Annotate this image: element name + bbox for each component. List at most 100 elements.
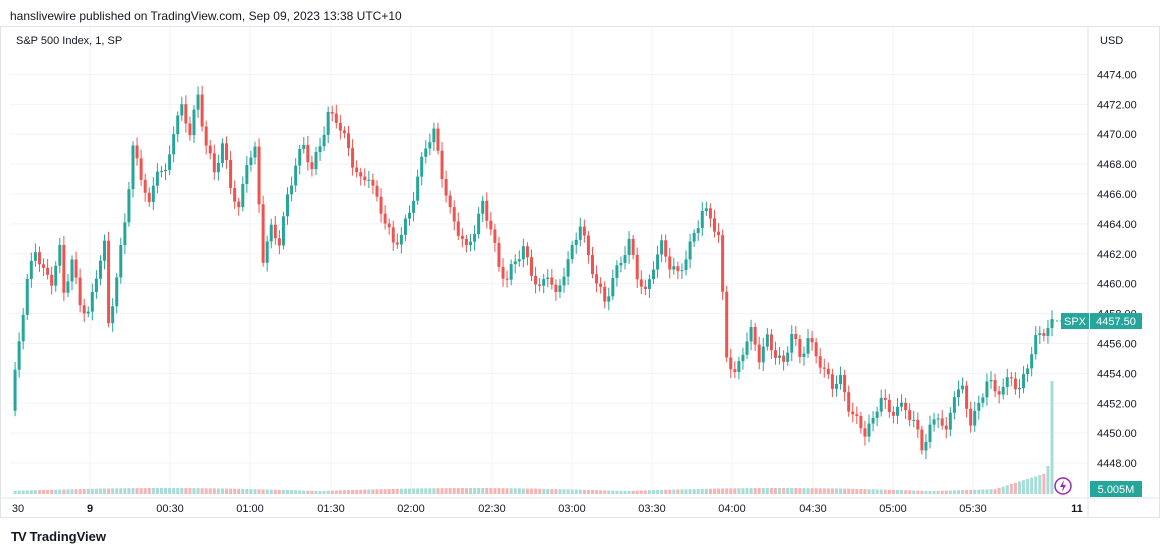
candle-body [619,262,623,266]
volume-bar [188,488,192,494]
candle-body [900,402,904,407]
candle-body [525,246,529,258]
y-tick-label: 4464.00 [1097,219,1137,231]
volume-bar [1022,480,1026,494]
candle-body [1001,386,1005,395]
candle-body [306,144,310,163]
candle-body [172,134,176,155]
volume-bar [273,489,277,494]
volume-bar [595,490,599,494]
volume-bar [269,489,273,494]
candle-body [725,291,729,358]
candle-body [17,341,21,370]
volume-bar [1013,482,1017,494]
candle-body [94,278,98,293]
candle-body [611,277,615,297]
volume-bar [940,490,944,494]
x-tick-label: 00:30 [156,503,184,515]
volume-bar [351,489,355,494]
volume-bar [867,489,871,494]
currency-label[interactable]: USD [1100,35,1124,47]
volume-bar [21,490,25,494]
candle-body [440,150,444,180]
volume-bar [847,488,851,494]
volume-bar [822,488,826,494]
candle-body [326,111,330,135]
volume-bar [887,489,891,494]
volume-bar [1046,466,1050,494]
candle-body [314,152,318,170]
candle-body [867,423,871,437]
volume-bar [489,488,493,494]
candle-body [123,222,127,245]
volume-bar [1017,481,1021,494]
x-tick-label: 01:00 [236,503,264,515]
volume-bar [696,488,700,494]
candle-body [916,419,920,430]
volume-bar [342,490,346,494]
volume-bar [135,488,139,494]
candle-body [721,235,725,292]
candle-body [371,179,375,186]
volume-bar [371,489,375,494]
volume-bar [159,488,163,494]
volume-bar [139,488,143,494]
volume-bar [574,489,578,494]
volume-bar [700,488,704,494]
candle-body [448,195,452,208]
candle-body [460,235,464,239]
candle-body [139,158,143,180]
candle-body [534,275,538,285]
tradingview-logo-icon: TV [11,529,27,544]
volume-bar [521,488,525,494]
candle-body [281,216,285,246]
volume-bar [90,488,94,494]
candle-body [74,259,78,278]
volume-bar [806,488,810,494]
volume-tag: 5.005M [1098,484,1135,496]
volume-bar [643,490,647,494]
y-tick-label: 4448.00 [1097,458,1137,470]
volume-bar [513,488,517,494]
volume-bar [530,488,533,494]
volume-bar [908,490,912,494]
y-tick-label: 4450.00 [1097,428,1137,440]
volume-bar [1030,477,1034,494]
candle-body [107,240,111,324]
volume-bar [912,490,916,494]
candle-body [863,428,867,437]
candle-body [395,242,399,245]
candle-body [871,417,875,424]
volume-bar [216,488,220,494]
x-tick-label: 02:00 [397,503,425,515]
volume-bar [920,490,924,494]
volume-bar [839,488,843,494]
volume-bar [387,489,391,494]
candle-body [286,194,290,217]
volume-bar [883,489,887,494]
candle-body [13,369,17,411]
volume-bar [928,490,932,494]
candle-body [749,327,753,342]
volume-bar [460,488,464,494]
volume-bar [497,488,501,494]
volume-bar [334,490,338,494]
volume-bar [281,489,285,494]
candle-body [595,274,599,284]
candle-body [253,146,257,158]
candle-body [757,344,761,363]
volume-bar [623,490,627,494]
volume-bar [619,490,623,494]
candle-body [164,169,168,172]
volume-bar [546,488,550,494]
candle-body [90,292,94,312]
volume-bar [155,488,159,494]
candle-body [225,143,229,160]
volume-bar [590,490,594,494]
candle-body [159,171,163,173]
y-tick-label: 4456.00 [1097,338,1137,350]
volume-bar [440,488,444,494]
volume-bar [338,490,342,494]
candle-body [432,128,436,143]
